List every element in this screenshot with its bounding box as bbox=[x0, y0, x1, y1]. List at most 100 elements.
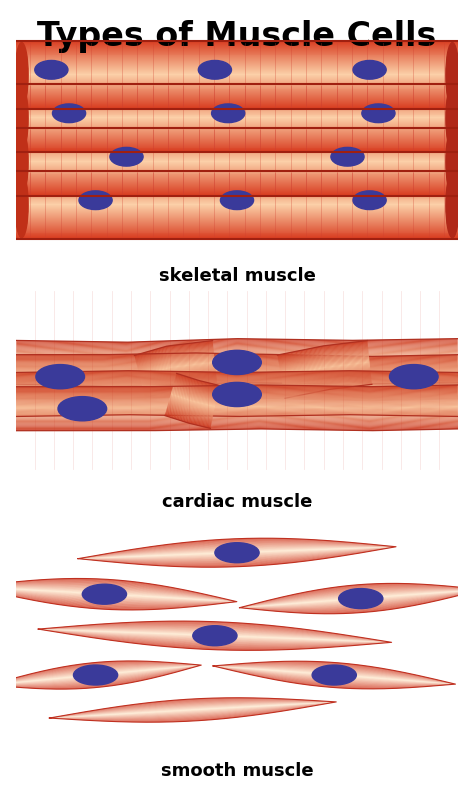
Polygon shape bbox=[16, 382, 458, 386]
Polygon shape bbox=[16, 345, 458, 349]
Polygon shape bbox=[283, 375, 371, 390]
Polygon shape bbox=[213, 666, 456, 684]
Polygon shape bbox=[16, 383, 458, 388]
Bar bbox=[16, 234, 458, 235]
Polygon shape bbox=[0, 579, 237, 602]
Bar bbox=[16, 180, 458, 181]
Polygon shape bbox=[49, 702, 336, 718]
Bar bbox=[16, 91, 458, 92]
Polygon shape bbox=[16, 408, 458, 410]
Polygon shape bbox=[49, 700, 336, 718]
Polygon shape bbox=[0, 665, 201, 685]
Polygon shape bbox=[78, 547, 396, 559]
Bar bbox=[16, 72, 458, 73]
Bar bbox=[16, 98, 458, 99]
Polygon shape bbox=[0, 578, 237, 602]
Polygon shape bbox=[16, 392, 458, 396]
Polygon shape bbox=[16, 400, 458, 403]
Polygon shape bbox=[16, 420, 458, 423]
Polygon shape bbox=[0, 665, 201, 687]
Polygon shape bbox=[140, 365, 215, 380]
Polygon shape bbox=[16, 366, 458, 371]
Bar bbox=[16, 93, 458, 95]
Polygon shape bbox=[173, 384, 217, 397]
Bar bbox=[16, 121, 458, 122]
Polygon shape bbox=[16, 375, 458, 379]
Polygon shape bbox=[239, 590, 474, 614]
Bar bbox=[16, 138, 458, 139]
Polygon shape bbox=[239, 590, 474, 608]
Bar bbox=[16, 113, 458, 115]
Bar bbox=[16, 216, 458, 217]
Bar bbox=[16, 98, 458, 100]
Polygon shape bbox=[213, 663, 456, 684]
Bar bbox=[16, 168, 458, 170]
Polygon shape bbox=[16, 390, 458, 392]
Polygon shape bbox=[0, 583, 237, 602]
Polygon shape bbox=[0, 663, 201, 685]
Polygon shape bbox=[142, 372, 216, 387]
Polygon shape bbox=[167, 407, 212, 421]
Bar bbox=[16, 142, 458, 143]
Polygon shape bbox=[16, 367, 458, 371]
Ellipse shape bbox=[82, 584, 127, 604]
Bar bbox=[16, 87, 458, 88]
Polygon shape bbox=[0, 587, 237, 607]
Polygon shape bbox=[0, 665, 201, 687]
Polygon shape bbox=[169, 400, 214, 413]
Polygon shape bbox=[173, 383, 217, 396]
Polygon shape bbox=[16, 383, 458, 388]
Bar bbox=[16, 95, 458, 96]
Polygon shape bbox=[284, 378, 371, 393]
Polygon shape bbox=[278, 347, 368, 362]
Polygon shape bbox=[78, 547, 396, 559]
Bar bbox=[16, 63, 458, 64]
Polygon shape bbox=[49, 699, 336, 718]
Polygon shape bbox=[239, 587, 474, 608]
Polygon shape bbox=[16, 381, 458, 384]
Bar bbox=[16, 163, 458, 165]
Polygon shape bbox=[0, 587, 237, 602]
Polygon shape bbox=[38, 629, 392, 642]
Polygon shape bbox=[78, 544, 396, 559]
Polygon shape bbox=[16, 368, 458, 372]
Polygon shape bbox=[16, 371, 458, 375]
Bar bbox=[16, 173, 458, 175]
Polygon shape bbox=[0, 665, 201, 685]
Polygon shape bbox=[16, 401, 458, 404]
Polygon shape bbox=[0, 665, 201, 685]
Polygon shape bbox=[0, 587, 237, 609]
Polygon shape bbox=[16, 415, 458, 417]
Polygon shape bbox=[16, 356, 458, 361]
Polygon shape bbox=[239, 585, 474, 608]
Bar bbox=[16, 149, 458, 150]
Polygon shape bbox=[140, 363, 215, 379]
Bar bbox=[16, 133, 458, 134]
Bar bbox=[16, 101, 458, 102]
Polygon shape bbox=[213, 666, 456, 684]
Polygon shape bbox=[239, 587, 474, 608]
Bar bbox=[16, 132, 458, 133]
Bar bbox=[16, 192, 458, 193]
Polygon shape bbox=[213, 666, 456, 684]
Bar bbox=[16, 186, 458, 187]
Polygon shape bbox=[16, 402, 458, 405]
Polygon shape bbox=[38, 629, 392, 648]
Bar bbox=[16, 211, 458, 212]
Polygon shape bbox=[239, 590, 474, 608]
Polygon shape bbox=[16, 379, 458, 381]
Polygon shape bbox=[0, 587, 237, 604]
Ellipse shape bbox=[362, 104, 395, 123]
Polygon shape bbox=[16, 361, 458, 365]
Polygon shape bbox=[213, 662, 456, 684]
Polygon shape bbox=[171, 394, 215, 407]
Polygon shape bbox=[38, 629, 392, 642]
Polygon shape bbox=[176, 375, 219, 388]
Ellipse shape bbox=[220, 191, 254, 210]
Polygon shape bbox=[213, 663, 456, 684]
Polygon shape bbox=[239, 590, 474, 608]
Polygon shape bbox=[16, 376, 458, 380]
Polygon shape bbox=[135, 343, 213, 359]
Polygon shape bbox=[0, 587, 237, 608]
Polygon shape bbox=[140, 362, 215, 378]
